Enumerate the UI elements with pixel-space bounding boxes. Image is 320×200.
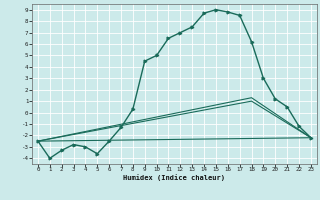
X-axis label: Humidex (Indice chaleur): Humidex (Indice chaleur) — [124, 174, 225, 181]
